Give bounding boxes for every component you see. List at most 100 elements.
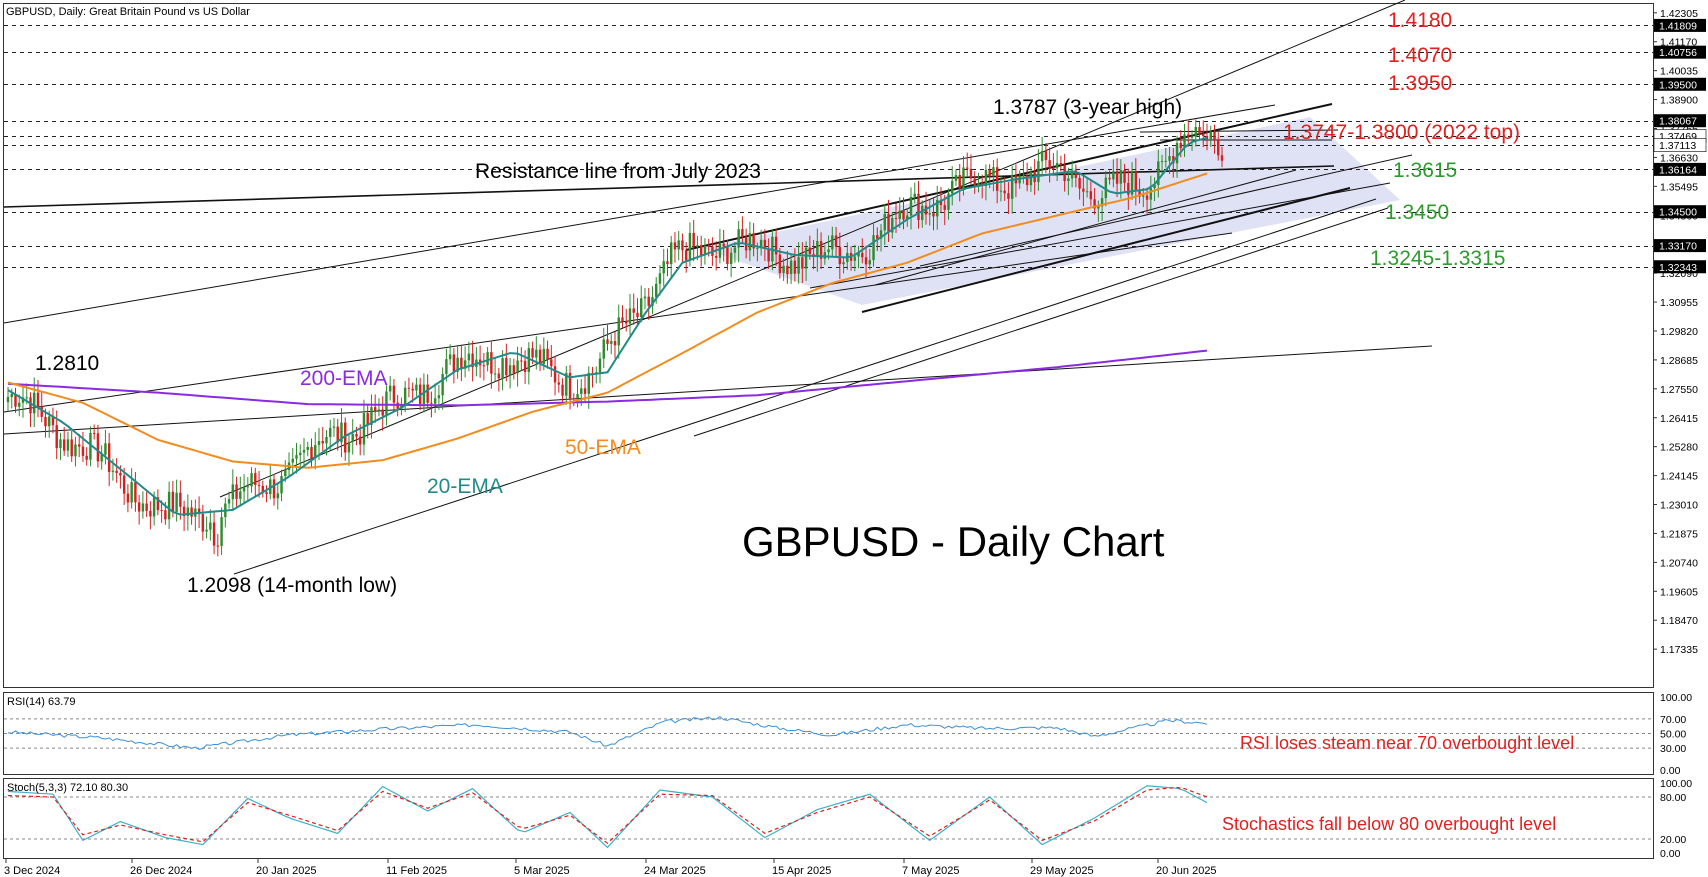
candle-body bbox=[677, 240, 680, 250]
candle-body bbox=[1202, 133, 1205, 137]
label-1-4180: 1.4180 bbox=[1388, 9, 1452, 32]
candle-body bbox=[456, 357, 459, 372]
candle-body bbox=[520, 360, 523, 362]
candle-body bbox=[1074, 170, 1078, 178]
candle-body bbox=[756, 248, 759, 250]
candle-body bbox=[381, 409, 384, 416]
candle-body bbox=[471, 353, 474, 368]
label-3-year-high: 1.3787 (3-year high) bbox=[993, 96, 1182, 119]
trendline bbox=[3, 104, 1276, 324]
price-tick-label: 1.18470 bbox=[1660, 615, 1698, 627]
date-tick-label: 7 May 2025 bbox=[902, 865, 959, 877]
candle-body bbox=[171, 491, 175, 513]
candle-body bbox=[703, 245, 707, 255]
candle-body bbox=[673, 242, 677, 250]
date-tick-label: 11 Feb 2025 bbox=[386, 865, 447, 877]
label-1-3450: 1.3450 bbox=[1385, 201, 1449, 224]
trendline bbox=[874, 169, 1297, 286]
candle-body bbox=[1100, 198, 1104, 207]
rsi-panel: 100.00 70.00 50.00 30.00 0.00 bbox=[4, 692, 1692, 777]
candle-body bbox=[505, 358, 508, 376]
candle-body bbox=[789, 260, 793, 275]
candle-body bbox=[583, 388, 587, 394]
candle-body bbox=[1052, 167, 1055, 169]
candle-body bbox=[786, 265, 789, 275]
candle-body bbox=[606, 339, 609, 344]
candle-body bbox=[422, 384, 426, 404]
candle-body bbox=[1127, 182, 1130, 195]
candle-body bbox=[314, 445, 317, 459]
candle-body bbox=[216, 545, 220, 547]
candle-body bbox=[632, 308, 635, 313]
candle-body bbox=[100, 454, 103, 462]
candle-body bbox=[733, 247, 737, 253]
candle-body bbox=[284, 470, 287, 477]
candle-body bbox=[553, 366, 557, 383]
candle-body bbox=[89, 432, 92, 460]
rsi-panel-frame bbox=[3, 692, 1654, 775]
candle-body bbox=[1175, 142, 1179, 164]
candle-body bbox=[212, 522, 216, 546]
candle-body bbox=[164, 510, 167, 520]
candle-body bbox=[179, 492, 182, 507]
candle-body bbox=[81, 446, 85, 456]
price-tick-label: 1.24145 bbox=[1660, 471, 1698, 483]
candle-body bbox=[906, 215, 909, 220]
candle-body bbox=[355, 434, 358, 437]
candle-body bbox=[1040, 150, 1044, 162]
price-tag-label: 1.34500 bbox=[1659, 207, 1697, 219]
price-tag-bg bbox=[1654, 18, 1706, 32]
candle-body bbox=[894, 218, 898, 220]
candle-body bbox=[265, 492, 268, 495]
candle-body bbox=[239, 491, 242, 499]
trendline bbox=[3, 345, 1433, 435]
candle-body bbox=[531, 348, 534, 358]
price-tick-label: 1.19605 bbox=[1660, 586, 1698, 598]
candle-body bbox=[1187, 134, 1190, 137]
candle-body bbox=[767, 249, 770, 262]
candle-body bbox=[1104, 177, 1108, 199]
candle-body bbox=[516, 360, 519, 374]
price-tick-label: 1.28685 bbox=[1660, 355, 1698, 367]
candle-body bbox=[804, 247, 808, 269]
price-tag-bg bbox=[1654, 114, 1706, 128]
candle-body bbox=[1067, 178, 1070, 182]
price-tick-label: 1.36630 bbox=[1660, 152, 1698, 164]
candle-body bbox=[932, 213, 935, 217]
candle-body bbox=[254, 473, 257, 485]
candle-body bbox=[523, 360, 527, 372]
candle-body bbox=[460, 357, 463, 369]
candle-body bbox=[340, 422, 343, 443]
candle-body bbox=[111, 470, 115, 472]
candle-body bbox=[1209, 131, 1212, 140]
candle-body bbox=[126, 493, 130, 503]
label-1-4070: 1.4070 bbox=[1388, 44, 1452, 67]
stoch-tick-label: 20.00 bbox=[1660, 834, 1686, 846]
candle-body bbox=[1217, 140, 1220, 156]
candle-body bbox=[497, 373, 501, 379]
price-tag-label: 1.41809 bbox=[1659, 20, 1697, 32]
candle-body bbox=[887, 213, 890, 233]
candle-body bbox=[1112, 171, 1115, 180]
trendline bbox=[809, 182, 1391, 289]
candle-body bbox=[954, 175, 958, 181]
candle-body bbox=[463, 360, 467, 369]
price-tick-label: 1.42305 bbox=[1660, 8, 1698, 20]
stoch-tick-label: 80.00 bbox=[1660, 792, 1686, 804]
candle-body bbox=[186, 507, 190, 517]
candle-body bbox=[669, 242, 673, 265]
candle-body bbox=[486, 352, 489, 366]
candle-body bbox=[1153, 184, 1156, 189]
candle-body bbox=[969, 168, 973, 179]
price-tag-label: 1.32343 bbox=[1659, 262, 1697, 274]
rsi-tick-label: 100.00 bbox=[1660, 692, 1692, 704]
candle-body bbox=[1089, 191, 1093, 200]
date-tick-label: 26 Dec 2024 bbox=[130, 865, 192, 877]
candle-body bbox=[493, 373, 497, 375]
rsi-tick-label: 30.00 bbox=[1660, 743, 1686, 755]
candle-body bbox=[1115, 171, 1119, 184]
candle-body bbox=[722, 243, 725, 247]
candle-body bbox=[407, 387, 411, 389]
candle-body bbox=[928, 213, 931, 215]
price-tick-label: 1.35495 bbox=[1660, 181, 1698, 193]
